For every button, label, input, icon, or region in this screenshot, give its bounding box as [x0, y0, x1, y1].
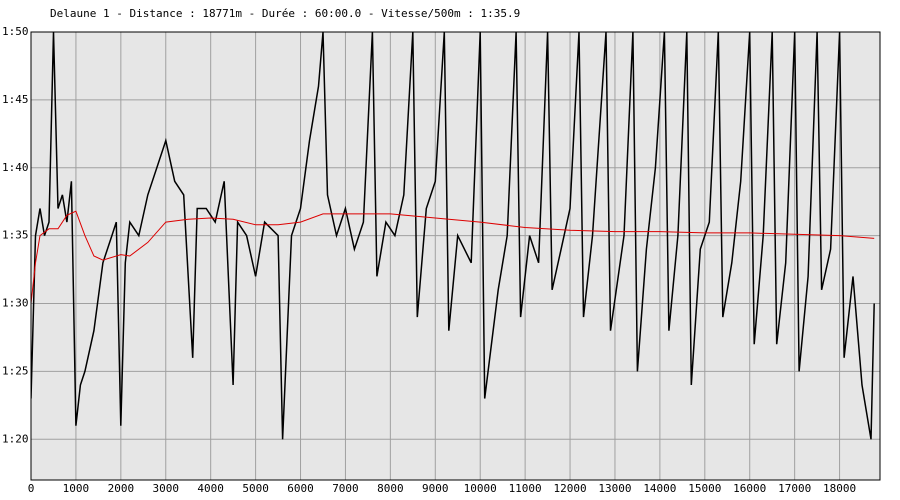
x-tick-label: 4000 [197, 482, 224, 495]
x-tick-label: 0 [28, 482, 35, 495]
x-tick-label: 6000 [287, 482, 314, 495]
y-tick-label: 1:40 [2, 161, 29, 174]
x-tick-label: 8000 [377, 482, 404, 495]
x-tick-label: 16000 [733, 482, 766, 495]
y-tick-label: 1:20 [2, 432, 29, 445]
y-tick-label: 1:45 [2, 93, 29, 106]
x-tick-label: 12000 [553, 482, 586, 495]
y-tick-label: 1:25 [2, 364, 29, 377]
data-line [31, 32, 875, 440]
x-tick-label: 18000 [823, 482, 856, 495]
y-tick-label: 1:50 [2, 25, 29, 38]
x-tick-label: 14000 [643, 482, 676, 495]
x-tick-label: 17000 [778, 482, 811, 495]
y-tick-label: 1:30 [2, 297, 29, 310]
x-tick-label: 10000 [464, 482, 497, 495]
x-tick-label: 13000 [598, 482, 631, 495]
x-tick-label: 11000 [509, 482, 542, 495]
x-tick-label: 2000 [108, 482, 135, 495]
x-tick-label: 7000 [332, 482, 359, 495]
plot-border [30, 31, 881, 481]
x-tick-label: 9000 [422, 482, 449, 495]
y-tick-label: 1:35 [2, 229, 29, 242]
x-tick-label: 5000 [242, 482, 269, 495]
chart-title: Delaune 1 - Distance : 18771m - Durée : … [50, 7, 520, 20]
data-line [31, 210, 875, 304]
x-tick-label: 3000 [153, 482, 180, 495]
x-tick-label: 15000 [688, 482, 721, 495]
x-tick-label: 1000 [63, 482, 90, 495]
